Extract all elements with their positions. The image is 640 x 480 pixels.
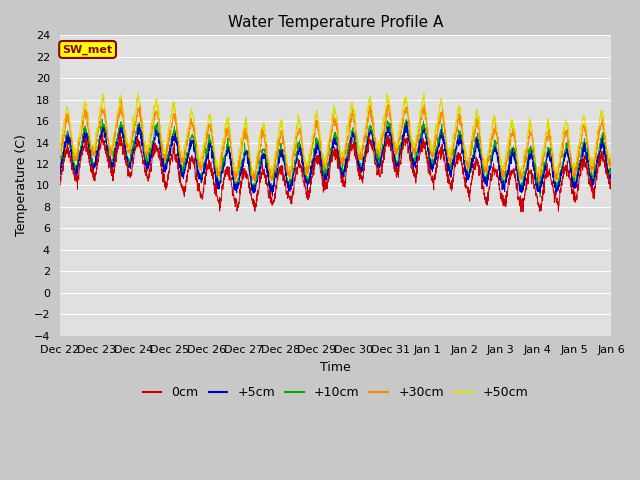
Line: +10cm: +10cm — [60, 120, 611, 197]
+10cm — [502, 178, 509, 183]
+10cm — [536, 194, 544, 200]
Line: +5cm: +5cm — [60, 122, 611, 196]
+5cm — [230, 180, 237, 185]
X-axis label: Time: Time — [320, 361, 351, 374]
0cm — [99, 130, 106, 135]
+5cm — [269, 193, 276, 199]
+50cm — [369, 112, 376, 118]
+30cm — [533, 170, 541, 176]
+5cm — [600, 152, 607, 158]
+5cm — [111, 153, 118, 159]
0cm — [111, 159, 119, 165]
+5cm — [607, 174, 615, 180]
+10cm — [369, 128, 376, 133]
Line: 0cm: 0cm — [60, 132, 611, 212]
+30cm — [607, 162, 615, 168]
+50cm — [607, 150, 615, 156]
+30cm — [502, 169, 509, 175]
0cm — [369, 145, 376, 151]
0cm — [230, 196, 238, 202]
+50cm — [534, 175, 541, 181]
+5cm — [56, 170, 63, 176]
0cm — [502, 197, 509, 203]
+50cm — [533, 167, 541, 173]
+10cm — [607, 171, 615, 177]
+5cm — [369, 139, 376, 144]
+50cm — [111, 127, 119, 133]
+30cm — [536, 180, 543, 185]
Y-axis label: Temperature (C): Temperature (C) — [15, 134, 28, 237]
+5cm — [502, 176, 509, 181]
+50cm — [502, 161, 509, 167]
+30cm — [600, 128, 607, 133]
+10cm — [533, 180, 541, 186]
+30cm — [56, 156, 63, 162]
0cm — [517, 209, 525, 215]
+5cm — [533, 183, 541, 189]
+50cm — [99, 91, 106, 96]
0cm — [600, 158, 607, 164]
+10cm — [111, 148, 118, 154]
Text: SW_met: SW_met — [63, 44, 113, 55]
+50cm — [56, 146, 63, 152]
Title: Water Temperature Profile A: Water Temperature Profile A — [228, 15, 443, 30]
Line: +30cm: +30cm — [60, 100, 611, 182]
+30cm — [118, 97, 125, 103]
+50cm — [600, 117, 607, 122]
+5cm — [403, 119, 410, 125]
+30cm — [230, 174, 238, 180]
0cm — [607, 182, 615, 188]
+30cm — [369, 120, 376, 125]
+10cm — [600, 139, 607, 145]
Legend: 0cm, +5cm, +10cm, +30cm, +50cm: 0cm, +5cm, +10cm, +30cm, +50cm — [138, 382, 533, 405]
0cm — [56, 182, 63, 188]
+50cm — [230, 160, 238, 166]
+10cm — [56, 169, 63, 175]
0cm — [533, 193, 541, 199]
Line: +50cm: +50cm — [60, 94, 611, 178]
+10cm — [403, 117, 410, 122]
+10cm — [230, 178, 237, 183]
+30cm — [111, 130, 118, 136]
